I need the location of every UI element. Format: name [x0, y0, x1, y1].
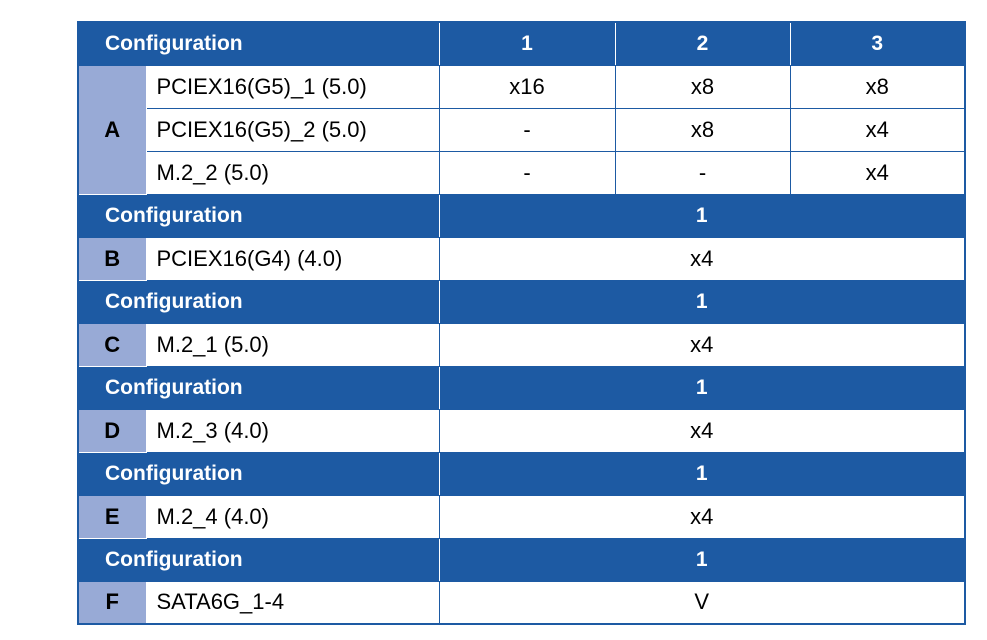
config-header-row-c: Configuration 1 [77, 279, 966, 324]
slot-name: PCIEX16(G4) (4.0) [145, 236, 440, 281]
lane-value: x8 [614, 107, 791, 152]
slot-name: M.2_3 (4.0) [145, 408, 440, 453]
lane-value: - [438, 107, 616, 152]
table-row: E M.2_4 (4.0) x4 [77, 494, 966, 539]
config-header-label: Configuration [77, 451, 440, 496]
lane-value: x16 [438, 64, 616, 109]
config-header-label: Configuration [77, 279, 440, 324]
config-header-row-b: Configuration 1 [77, 193, 966, 238]
slot-name: PCIEX16(G5)_1 (5.0) [145, 64, 440, 109]
config-number: 2 [614, 21, 791, 66]
slot-name: M.2_2 (5.0) [145, 150, 440, 195]
config-number: 1 [438, 279, 966, 324]
lane-value: x8 [789, 64, 966, 109]
configuration-table: Configuration 1 2 3 A PCIEX16(G5)_1 (5.0… [77, 21, 967, 625]
slot-name: M.2_4 (4.0) [145, 494, 440, 539]
config-header-row-d: Configuration 1 [77, 365, 966, 410]
slot-name: SATA6G_1-4 [145, 580, 440, 625]
config-number: 1 [438, 21, 616, 66]
table-row: PCIEX16(G5)_2 (5.0) - x8 x4 [78, 107, 966, 152]
lane-value: V [438, 580, 966, 625]
config-header-row-e: Configuration 1 [77, 451, 966, 496]
group-letter-a: A [77, 64, 147, 195]
config-header-row-a: Configuration 1 2 3 [77, 21, 966, 66]
config-header-label: Configuration [77, 365, 440, 410]
config-number: 1 [438, 365, 966, 410]
lane-value: x8 [614, 64, 791, 109]
group-letter-c: C [77, 322, 147, 367]
lane-value: x4 [789, 150, 966, 195]
slot-name: PCIEX16(G5)_2 (5.0) [145, 107, 440, 152]
lane-value: - [614, 150, 791, 195]
config-number: 1 [438, 537, 966, 582]
config-header-label: Configuration [77, 21, 440, 66]
table-row: M.2_2 (5.0) - - x4 [78, 150, 966, 195]
config-number: 3 [789, 21, 966, 66]
lane-value: x4 [438, 236, 966, 281]
table-row: F SATA6G_1-4 V [77, 580, 966, 625]
table-row: C M.2_1 (5.0) x4 [77, 322, 966, 367]
lane-value: x4 [789, 107, 966, 152]
group-letter-f: F [77, 580, 147, 625]
lane-value: x4 [438, 494, 966, 539]
lane-value: x4 [438, 322, 966, 367]
config-header-label: Configuration [77, 537, 440, 582]
config-header-label: Configuration [77, 193, 440, 238]
lane-value: x4 [438, 408, 966, 453]
config-number: 1 [438, 193, 966, 238]
table-row: B PCIEX16(G4) (4.0) x4 [77, 236, 966, 281]
config-number: 1 [438, 451, 966, 496]
table-row: D M.2_3 (4.0) x4 [77, 408, 966, 453]
group-letter-e: E [77, 494, 147, 539]
config-header-row-f: Configuration 1 [77, 537, 966, 582]
table-row: A PCIEX16(G5)_1 (5.0) x16 x8 x8 [77, 64, 966, 195]
slot-name: M.2_1 (5.0) [145, 322, 440, 367]
group-letter-b: B [77, 236, 147, 281]
group-letter-d: D [77, 408, 147, 453]
lane-value: - [438, 150, 616, 195]
